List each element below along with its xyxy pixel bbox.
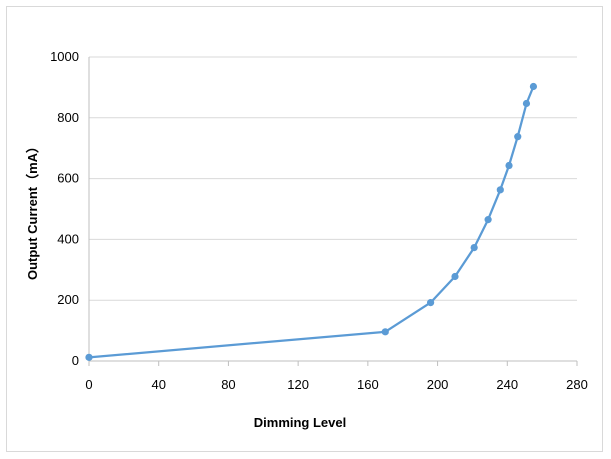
x-axis-label: Dimming Level [254,415,346,430]
x-tick-label: 160 [357,377,379,392]
data-point [85,353,93,361]
data-point [427,299,435,307]
y-tick-label: 0 [72,353,79,368]
y-tick-label: 800 [57,110,79,125]
data-point [470,244,478,252]
y-tick-label: 600 [57,171,79,186]
axes [88,57,578,366]
y-tick-labels: 0 200 400 600 800 1000 [50,49,79,368]
x-tick-label: 280 [566,377,588,392]
y-tick-label: 200 [57,292,79,307]
x-tick-label: 0 [85,377,92,392]
chart-frame [6,6,603,452]
data-point [522,99,531,108]
x-tick-label: 120 [287,377,309,392]
x-tick-label: 80 [221,377,235,392]
data-point [496,186,504,194]
x-tick-label: 240 [496,377,518,392]
data-point [529,82,538,91]
series-line-0 [88,86,535,359]
y-axis-label: Output Current（mA） [25,140,40,280]
gridlines [89,56,577,301]
x-tick-label: 40 [151,377,165,392]
data-point [484,216,492,224]
y-tick-label: 400 [57,231,79,246]
data-point [505,161,513,170]
series-group [85,82,538,361]
data-point [381,328,389,336]
x-tick-labels: 0 40 80 120 160 200 240 280 [85,377,587,392]
x-tick-label: 200 [427,377,449,392]
y-tick-label: 1000 [50,49,79,64]
data-point [514,133,522,141]
data-point [451,272,459,281]
